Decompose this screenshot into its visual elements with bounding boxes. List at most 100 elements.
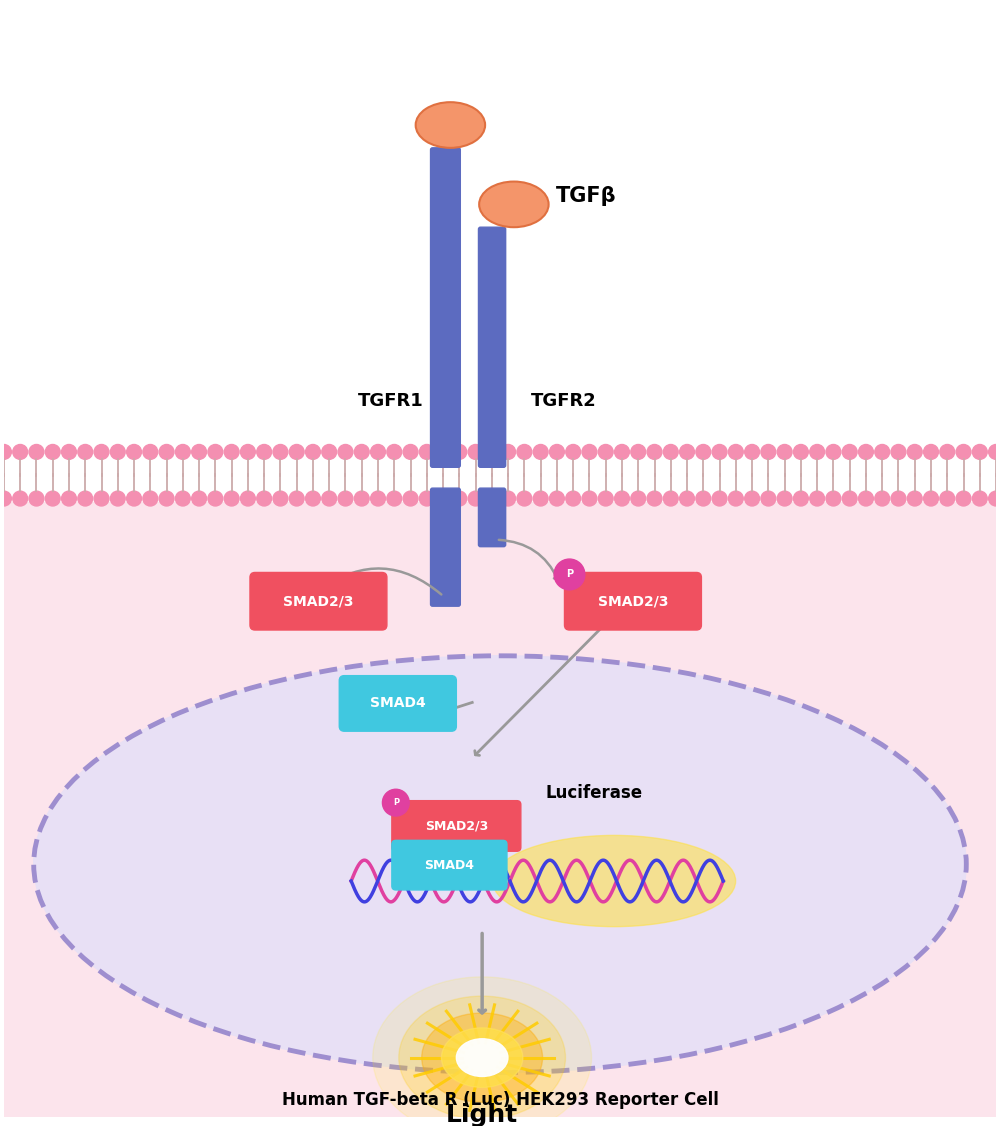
Circle shape xyxy=(436,491,450,506)
Text: P: P xyxy=(393,798,399,807)
Circle shape xyxy=(224,445,239,459)
Circle shape xyxy=(29,491,44,506)
Circle shape xyxy=(907,491,922,506)
FancyBboxPatch shape xyxy=(478,489,506,546)
Text: P: P xyxy=(566,570,573,580)
Circle shape xyxy=(566,445,581,459)
Circle shape xyxy=(924,491,938,506)
Circle shape xyxy=(45,491,60,506)
Circle shape xyxy=(175,445,190,459)
Circle shape xyxy=(0,445,11,459)
Circle shape xyxy=(956,491,971,506)
Circle shape xyxy=(257,445,272,459)
Ellipse shape xyxy=(373,977,592,1126)
Circle shape xyxy=(78,491,93,506)
Circle shape xyxy=(647,491,662,506)
Circle shape xyxy=(322,445,337,459)
FancyBboxPatch shape xyxy=(392,840,507,890)
Circle shape xyxy=(647,445,662,459)
Circle shape xyxy=(387,491,402,506)
Circle shape xyxy=(761,491,776,506)
Circle shape xyxy=(989,491,1000,506)
Circle shape xyxy=(745,445,760,459)
Circle shape xyxy=(875,445,890,459)
Circle shape xyxy=(143,491,158,506)
Circle shape xyxy=(0,491,11,506)
Circle shape xyxy=(582,491,597,506)
Circle shape xyxy=(371,491,385,506)
Circle shape xyxy=(891,491,906,506)
Circle shape xyxy=(566,491,581,506)
Circle shape xyxy=(273,491,288,506)
Circle shape xyxy=(696,491,711,506)
Circle shape xyxy=(891,445,906,459)
FancyBboxPatch shape xyxy=(431,148,460,467)
Circle shape xyxy=(793,491,808,506)
Circle shape xyxy=(631,445,646,459)
Circle shape xyxy=(159,491,174,506)
Circle shape xyxy=(924,445,938,459)
Ellipse shape xyxy=(480,182,548,226)
Circle shape xyxy=(94,491,109,506)
Circle shape xyxy=(940,445,955,459)
Circle shape xyxy=(62,491,76,506)
Circle shape xyxy=(501,445,516,459)
Circle shape xyxy=(240,445,255,459)
Circle shape xyxy=(484,445,499,459)
Circle shape xyxy=(110,445,125,459)
Text: TGFβ: TGFβ xyxy=(556,187,616,206)
Circle shape xyxy=(354,445,369,459)
Circle shape xyxy=(403,491,418,506)
Circle shape xyxy=(793,445,808,459)
Ellipse shape xyxy=(456,1039,508,1076)
FancyBboxPatch shape xyxy=(339,676,456,731)
Circle shape xyxy=(810,491,825,506)
Text: SMAD2/3: SMAD2/3 xyxy=(425,820,488,832)
Circle shape xyxy=(533,445,548,459)
Ellipse shape xyxy=(34,655,966,1072)
Bar xyxy=(4,0,996,502)
Circle shape xyxy=(875,491,890,506)
Circle shape xyxy=(826,491,841,506)
Circle shape xyxy=(859,491,873,506)
Ellipse shape xyxy=(399,997,565,1119)
Circle shape xyxy=(257,491,272,506)
Circle shape xyxy=(940,491,955,506)
Circle shape xyxy=(550,491,564,506)
Circle shape xyxy=(859,445,873,459)
Circle shape xyxy=(468,491,483,506)
Circle shape xyxy=(826,445,841,459)
Circle shape xyxy=(663,491,678,506)
Circle shape xyxy=(663,445,678,459)
Circle shape xyxy=(517,491,532,506)
Circle shape xyxy=(452,445,467,459)
Text: Human TGF-beta R (Luc) HEK293 Reporter Cell: Human TGF-beta R (Luc) HEK293 Reporter C… xyxy=(282,1091,718,1109)
Circle shape xyxy=(745,491,760,506)
Circle shape xyxy=(615,445,629,459)
Circle shape xyxy=(989,445,1000,459)
Text: SMAD4: SMAD4 xyxy=(424,859,474,873)
Circle shape xyxy=(110,491,125,506)
Circle shape xyxy=(712,445,727,459)
Circle shape xyxy=(907,445,922,459)
Circle shape xyxy=(598,445,613,459)
Circle shape xyxy=(728,445,743,459)
Ellipse shape xyxy=(443,1028,522,1087)
Circle shape xyxy=(159,445,174,459)
Circle shape xyxy=(484,491,499,506)
Circle shape xyxy=(371,445,385,459)
Text: SMAD2/3: SMAD2/3 xyxy=(283,595,354,608)
Circle shape xyxy=(777,491,792,506)
Circle shape xyxy=(224,491,239,506)
Text: Light: Light xyxy=(446,1103,518,1126)
Circle shape xyxy=(143,445,158,459)
Circle shape xyxy=(615,491,629,506)
Circle shape xyxy=(777,445,792,459)
Circle shape xyxy=(436,445,450,459)
Circle shape xyxy=(192,491,207,506)
Circle shape xyxy=(598,491,613,506)
Circle shape xyxy=(582,445,597,459)
Circle shape xyxy=(322,491,337,506)
Circle shape xyxy=(338,491,353,506)
Circle shape xyxy=(712,491,727,506)
